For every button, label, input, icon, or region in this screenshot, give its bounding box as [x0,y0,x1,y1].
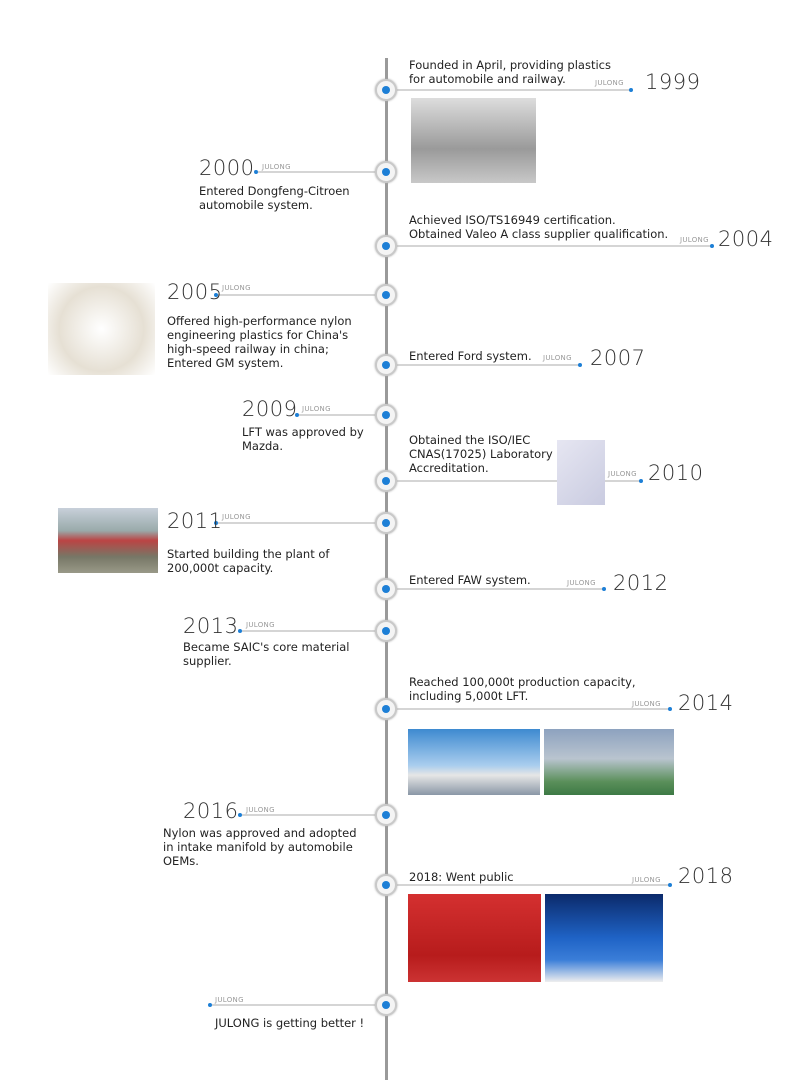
year-label: 2016 [183,799,239,823]
connector-line [258,171,387,173]
milestone-description: Started building the plant of 200,000t c… [167,547,330,575]
connector-dot [602,587,606,591]
milestone-description: Offered high-performance nylon engineeri… [167,314,352,370]
brand-label: JULONG [595,79,624,87]
connector-dot [214,521,218,525]
milestone-description: JULONG is getting better ! [215,1016,365,1030]
connector-dot [639,479,643,483]
timeline-node[interactable] [375,874,397,896]
connector-dot [668,707,672,711]
brand-label: JULONG [246,621,275,629]
timeline-node[interactable] [375,698,397,720]
timeline-node[interactable] [375,512,397,534]
connector-dot [668,883,672,887]
connector-line [242,630,387,632]
groundbreaking-photo [58,508,158,573]
timeline-axis [385,58,388,1080]
brand-label: JULONG [567,579,596,587]
connector-line [387,588,604,590]
timeline-node[interactable] [375,994,397,1016]
timeline-node[interactable] [375,804,397,826]
connector-line [218,294,387,296]
year-label: 1999 [645,70,701,94]
year-label: 2004 [718,227,774,251]
connector-line [387,708,670,710]
milestone-description: Achieved ISO/TS16949 certification. Obta… [409,213,669,241]
connector-line [387,884,670,886]
brand-label: JULONG [302,405,331,413]
connector-dot [254,170,258,174]
factory-site-photo [411,98,536,183]
connector-dot [208,1003,212,1007]
timeline-node[interactable] [375,354,397,376]
connector-dot [578,363,582,367]
brand-label: JULONG [680,236,709,244]
year-label: 2014 [678,691,734,715]
connector-dot [238,813,242,817]
brand-label: JULONG [262,163,291,171]
year-label: 2018 [678,864,734,888]
connector-line [212,1004,387,1006]
connector-line [299,414,387,416]
plant-interior-photo [544,729,674,795]
connector-line [387,364,580,366]
milestone-description: Nylon was approved and adopted in intake… [163,826,357,868]
milestone-description: Entered FAW system. [409,573,531,587]
plant-exterior-photo [408,729,540,795]
timeline-node[interactable] [375,404,397,426]
timeline-node[interactable] [375,235,397,257]
timeline-node[interactable] [375,79,397,101]
brand-label: JULONG [215,996,244,1004]
bell-ringing-photo [408,894,541,982]
milestone-description: Became SAIC's core material supplier. [183,640,350,668]
listing-ceremony-photo [545,894,663,982]
year-label: 2010 [648,461,704,485]
year-label: 2011 [167,509,223,533]
timeline-node[interactable] [375,470,397,492]
timeline-node[interactable] [375,578,397,600]
connector-line [218,522,387,524]
year-label: 2013 [183,614,239,638]
timeline-node[interactable] [375,161,397,183]
milestone-description: Founded in April, providing plastics for… [409,58,611,86]
connector-line [387,245,712,247]
milestone-description: Obtained the ISO/IEC CNAS(17025) Laborat… [409,433,553,475]
connector-line [387,89,631,91]
brand-label: JULONG [632,700,661,708]
year-label: 2000 [199,156,255,180]
brand-label: JULONG [543,354,572,362]
milestone-description: Entered Dongfeng-Citroen automobile syst… [199,184,350,212]
year-label: 2005 [167,280,223,304]
connector-line [242,814,387,816]
connector-line [387,480,641,482]
certificate-photo [557,440,605,505]
timeline-node[interactable] [375,620,397,642]
milestone-description: Reached 100,000t production capacity, in… [409,675,636,703]
year-label: 2009 [242,397,298,421]
brand-label: JULONG [222,513,251,521]
brand-label: JULONG [222,284,251,292]
connector-dot [295,413,299,417]
year-label: 2012 [613,571,669,595]
milestone-description: 2018: Went public [409,870,514,884]
milestone-description: Entered Ford system. [409,349,532,363]
connector-dot [238,629,242,633]
milestone-description: LFT was approved by Mazda. [242,425,364,453]
connector-dot [710,244,714,248]
timeline-node[interactable] [375,284,397,306]
brand-label: JULONG [632,876,661,884]
connector-dot [629,88,633,92]
connector-dot [214,293,218,297]
year-label: 2007 [590,346,646,370]
brand-label: JULONG [246,806,275,814]
nylon-products-photo [48,283,155,375]
brand-label: JULONG [608,470,637,478]
